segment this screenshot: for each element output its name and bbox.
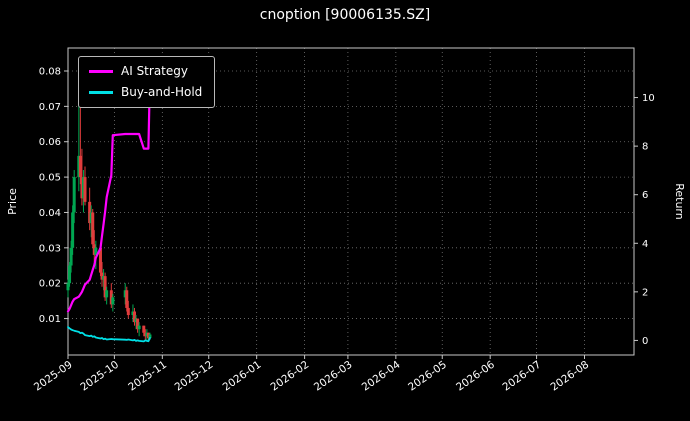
candle-body <box>91 212 95 245</box>
candle-body <box>109 290 113 305</box>
x-tick-label: 2026-07 <box>500 359 543 394</box>
right-axis-title: Return <box>673 183 686 220</box>
candle-body <box>71 212 75 248</box>
candle-body <box>102 276 106 280</box>
left-tick-label: 0.07 <box>39 102 61 113</box>
candle-body <box>145 332 149 337</box>
left-tick-label: 0.03 <box>39 243 61 254</box>
candle-body <box>77 155 81 178</box>
right-tick-label: 0 <box>642 336 648 347</box>
right-tick-label: 4 <box>642 239 648 250</box>
x-tick-label: 2025-10 <box>78 359 121 394</box>
legend-item-buy-and-hold: Buy-and-Hold <box>89 85 202 99</box>
x-tick-label: 2026-01 <box>221 359 264 394</box>
candle-body <box>68 265 72 284</box>
x-tick-label: 2025-11 <box>126 359 169 394</box>
right-tick-label: 8 <box>642 142 648 153</box>
right-axis: 0 2 4 6 8 10 <box>634 93 655 347</box>
candles-layer <box>66 70 152 342</box>
candle-body <box>132 311 136 323</box>
right-tick-label: 6 <box>642 190 648 201</box>
candle-body <box>142 325 146 333</box>
x-tick-label: 2026-05 <box>406 359 449 394</box>
candle-body <box>72 177 76 213</box>
candle-body <box>103 276 107 298</box>
x-tick-label: 2026-02 <box>269 359 312 394</box>
legend-item-ai-strategy: AI Strategy <box>89 64 202 78</box>
candle-body <box>146 332 150 339</box>
candle-body <box>94 247 98 255</box>
ai-strategy-swatch <box>89 69 113 73</box>
candle-body <box>136 318 140 330</box>
candle-body <box>125 290 129 308</box>
candle-body <box>111 297 115 305</box>
left-tick-label: 0.02 <box>39 279 61 290</box>
legend-label-buy-and-hold: Buy-and-Hold <box>121 85 203 99</box>
candle-body <box>105 290 109 298</box>
left-tick-label: 0.01 <box>39 314 61 325</box>
right-tick-label: 2 <box>642 287 648 298</box>
x-tick-label: 2025-12 <box>173 359 216 394</box>
candle-body <box>89 212 93 224</box>
x-tick-label: 2026-06 <box>454 358 497 393</box>
candle-body <box>81 177 85 199</box>
x-tick-label: 2026-04 <box>360 358 403 393</box>
candle-body <box>148 334 152 339</box>
candle-body <box>80 177 84 199</box>
left-tick-label: 0.04 <box>39 208 61 219</box>
ai-strategy-line <box>66 72 152 313</box>
right-tick-label: 10 <box>642 93 655 104</box>
x-tick-label: 2026-08 <box>548 359 591 394</box>
candle-body <box>98 247 102 273</box>
chart-title: cnoption [90006135.SZ] <box>259 7 431 23</box>
candle-body <box>123 290 127 298</box>
candle-body <box>137 325 141 330</box>
x-tick-label: 2026-03 <box>312 359 355 394</box>
left-tick-label: 0.06 <box>39 137 61 148</box>
x-axis: 2025-09 2025-10 2025-11 2025-12 2026-01 2026-… <box>32 355 591 394</box>
left-axis: 0.01 0.02 0.03 0.04 0.05 0.06 0.07 0.08 <box>39 66 68 325</box>
candle-body <box>134 318 138 323</box>
candle-body <box>78 155 82 178</box>
left-axis-title: Price <box>6 188 19 215</box>
candle-body <box>126 307 130 316</box>
left-tick-label: 0.05 <box>39 173 61 184</box>
candle-body <box>143 332 147 337</box>
plot-border <box>67 47 635 356</box>
candle-body <box>131 311 135 316</box>
candle-body <box>88 201 92 224</box>
candle-body <box>100 272 104 280</box>
candle-body <box>66 283 70 291</box>
candle-body <box>92 244 96 255</box>
legend-label-ai-strategy: AI Strategy <box>121 64 188 78</box>
buy-and-hold-swatch <box>89 90 113 94</box>
candle-body <box>83 177 87 202</box>
buy-and-hold-line <box>67 326 151 343</box>
left-tick-label: 0.08 <box>39 66 61 77</box>
candle-body <box>69 247 73 266</box>
legend: AI Strategy Buy-and-Hold <box>78 56 216 108</box>
x-tick-label: 2025-09 <box>32 359 75 394</box>
